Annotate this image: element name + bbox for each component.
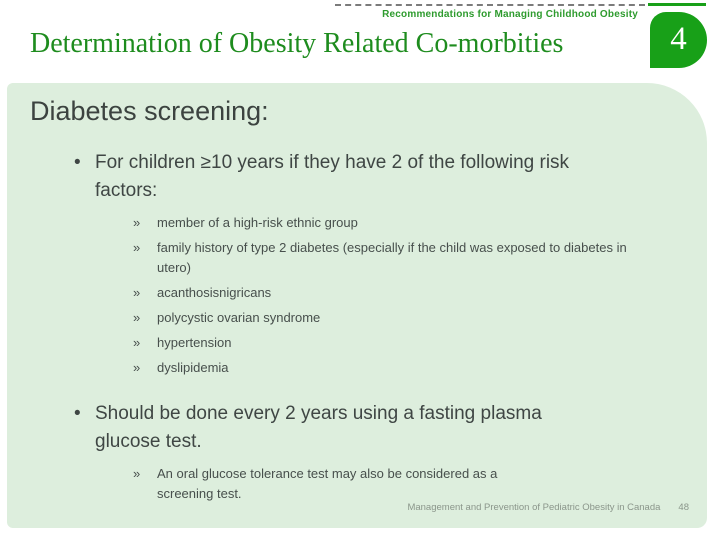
sub-bullet-item: » An oral glucose tolerance test may als…: [133, 464, 542, 504]
sub-bullet-marker: »: [133, 240, 141, 255]
content-panel: Diabetes screening: • For children ≥10 y…: [7, 83, 707, 528]
bullet-text: Should be done every 2 years using a fas…: [95, 403, 542, 452]
footer-source: Management and Prevention of Pediatric O…: [407, 502, 661, 513]
sub-bullet-marker: »: [133, 285, 141, 300]
sub-bullet-item: » polycystic ovarian syndrome: [133, 308, 707, 328]
section-heading: Diabetes screening:: [30, 96, 269, 126]
sub-bullet-item: » dyslipidemia: [133, 358, 707, 378]
sub-bullet-text: family history of type 2 diabetes (espec…: [157, 240, 627, 275]
sub-bullet-marker: »: [133, 215, 141, 230]
sub-bullet-text: member of a high-risk ethnic group: [157, 215, 358, 230]
bullet-item: • For children ≥10 years if they have 2 …: [68, 149, 610, 205]
slide-title: Determination of Obesity Related Co-morb…: [30, 28, 564, 59]
sub-bullet-item: » member of a high-risk ethnic group: [133, 213, 707, 233]
eyebrow-text: Recommendations for Managing Childhood O…: [382, 9, 638, 20]
sub-bullet-text: acanthosisnigricans: [157, 285, 272, 300]
slide-footer: Management and Prevention of Pediatric O…: [407, 502, 689, 513]
sub-bullet-marker: »: [133, 335, 141, 350]
accent-rule-segment: [648, 3, 706, 6]
footer-page-number: 48: [678, 502, 689, 513]
sub-bullet-text: polycystic ovarian syndrome: [157, 310, 321, 325]
sub-bullet-list: » member of a high-risk ethnic group » f…: [133, 213, 707, 378]
sub-bullet-text: An oral glucose tolerance test may also …: [157, 466, 498, 501]
sub-bullet-item: » hypertension: [133, 333, 707, 353]
bullet-list: • For children ≥10 years if they have 2 …: [7, 149, 707, 504]
sub-bullet-marker: »: [133, 310, 141, 325]
page-number: 4: [670, 20, 687, 57]
sub-bullet-text: dyslipidemia: [157, 360, 229, 375]
sub-bullet-list: » An oral glucose tolerance test may als…: [133, 464, 707, 504]
sub-bullet-item: » acanthosisnigricans: [133, 283, 707, 303]
page-number-badge: 4: [650, 12, 707, 68]
bullet-marker: •: [74, 152, 81, 173]
bullet-marker: •: [74, 403, 81, 424]
sub-bullet-item: » family history of type 2 diabetes (esp…: [133, 238, 652, 278]
sub-bullet-marker: »: [133, 360, 141, 375]
sub-bullet-text: hypertension: [157, 335, 232, 350]
bullet-text: For children ≥10 years if they have 2 of…: [95, 152, 570, 201]
dotted-rule: [335, 4, 645, 6]
sub-bullet-marker: »: [133, 466, 141, 481]
bullet-item: • Should be done every 2 years using a f…: [68, 400, 610, 456]
